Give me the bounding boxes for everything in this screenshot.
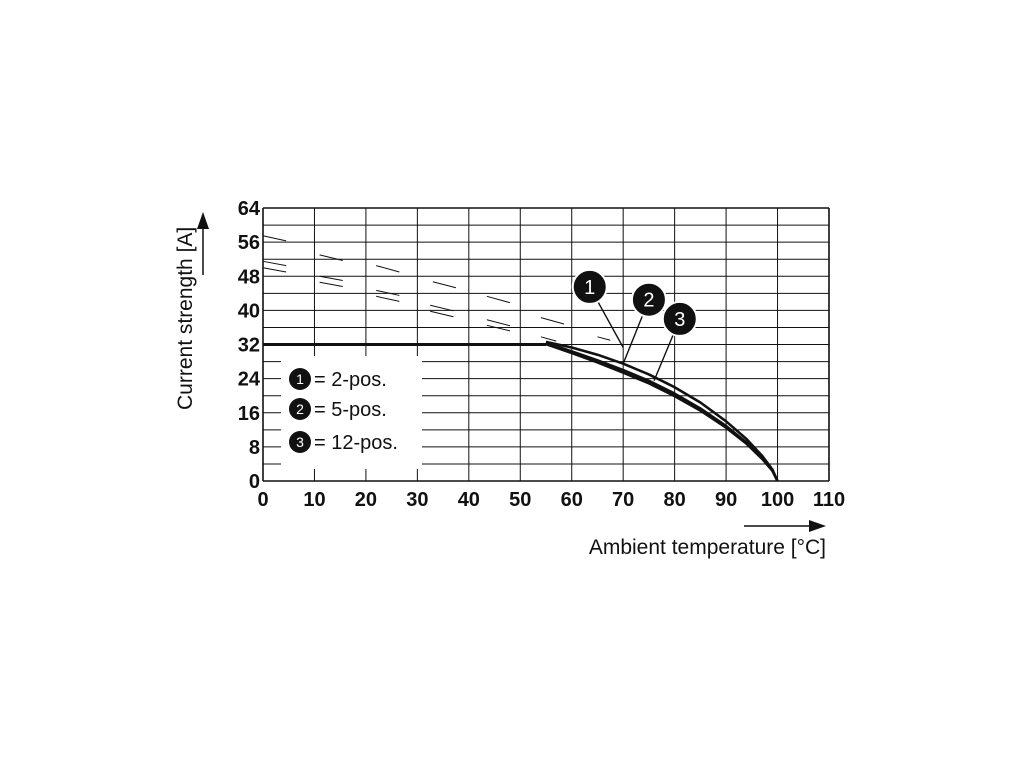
- x-tick-label: 90: [715, 489, 737, 511]
- legend-marker-1: [289, 368, 311, 390]
- x-tick-label: 80: [664, 489, 686, 511]
- callout-badge-2: [630, 281, 667, 318]
- x-tick-label: 50: [509, 489, 531, 511]
- legend-label-2: = 5-pos.: [314, 399, 387, 421]
- legend-item-1: 1 = 2-pos.: [289, 368, 387, 391]
- x-tick-label: 20: [355, 489, 377, 511]
- y-tick-label: 8: [249, 437, 260, 459]
- legend-marker-3-label: 3: [296, 434, 304, 450]
- extrapolation-dash: [432, 281, 457, 289]
- y-axis-title-group: Current strength [A]: [174, 212, 209, 410]
- series-callouts: 1 23: [571, 268, 698, 382]
- extrapolation-dash: [262, 260, 287, 267]
- callout-number-3: 3: [674, 309, 685, 331]
- extrapolation-dash: [319, 281, 343, 287]
- y-axis-title: Current strength [A]: [174, 227, 197, 410]
- x-tick-label: 0: [257, 489, 268, 511]
- extrapolation-marks: [262, 235, 611, 342]
- x-tick-label: 10: [303, 489, 325, 511]
- callout-badge-1: [571, 268, 608, 305]
- y-tick-label: 40: [238, 300, 260, 322]
- legend-marker-1-label: 1: [296, 371, 304, 387]
- extrapolation-dash: [540, 317, 565, 325]
- extrapolation-dash: [486, 324, 511, 332]
- legend-item-2: 2 = 5-pos.: [289, 398, 387, 421]
- extrapolation-dash: [486, 295, 511, 304]
- extrapolation-dash: [319, 275, 343, 282]
- extrapolation-dash: [376, 289, 400, 296]
- callout-badge-3: [661, 300, 698, 337]
- y-tick-label: 32: [238, 335, 260, 357]
- y-tick-label: 64: [238, 198, 261, 220]
- callout-leader-2: [622, 315, 644, 364]
- callout-number-2: 2: [643, 290, 654, 312]
- x-axis-arrow-head: [809, 520, 826, 532]
- x-tick-label: 40: [458, 489, 480, 511]
- callout-leader-3: [653, 334, 674, 382]
- y-tick-label: 56: [238, 232, 260, 254]
- y-tick-label: 16: [238, 403, 260, 425]
- x-tick-label: 30: [406, 489, 428, 511]
- extrapolation-dash: [486, 319, 511, 327]
- extrapolation-dash: [262, 235, 287, 242]
- legend: 1 = 2-pos. 2 = 5-pos. 3 = 12-pos.: [281, 356, 422, 469]
- extrapolation-dash: [376, 295, 400, 302]
- callout-number-1: 1: [584, 277, 595, 299]
- y-tick-label: 0: [249, 471, 260, 493]
- x-axis-title-group: Ambient temperature [°C]: [589, 520, 826, 559]
- extrapolation-dash: [430, 304, 454, 312]
- extrapolation-dash: [430, 310, 454, 318]
- x-axis-title: Ambient temperature [°C]: [589, 536, 826, 559]
- series-layer: [545, 340, 779, 482]
- x-tick-label: 100: [761, 489, 794, 511]
- legend-item-3: 3 = 12-pos.: [289, 431, 398, 454]
- x-tick-label: 70: [612, 489, 634, 511]
- legend-label-1: = 2-pos.: [314, 369, 387, 391]
- extrapolation-dash: [597, 336, 611, 341]
- x-tick-label: 60: [561, 489, 583, 511]
- legend-label-3: = 12-pos.: [314, 432, 398, 454]
- legend-marker-2-label: 2: [296, 401, 304, 417]
- extrapolation-dash: [376, 265, 400, 273]
- extrapolation-dash: [540, 336, 557, 342]
- series-line-3: [545, 342, 779, 482]
- y-tick-label: 48: [238, 266, 260, 288]
- extrapolation-dash: [262, 267, 287, 273]
- y-axis-arrow-head: [197, 212, 209, 229]
- callout-leader-1: [597, 301, 624, 348]
- x-tick-label: 110: [813, 489, 845, 511]
- legend-marker-2: [289, 398, 311, 420]
- legend-marker-3: [289, 431, 311, 453]
- extrapolation-dash: [319, 254, 343, 261]
- y-tick-label: 24: [238, 369, 261, 391]
